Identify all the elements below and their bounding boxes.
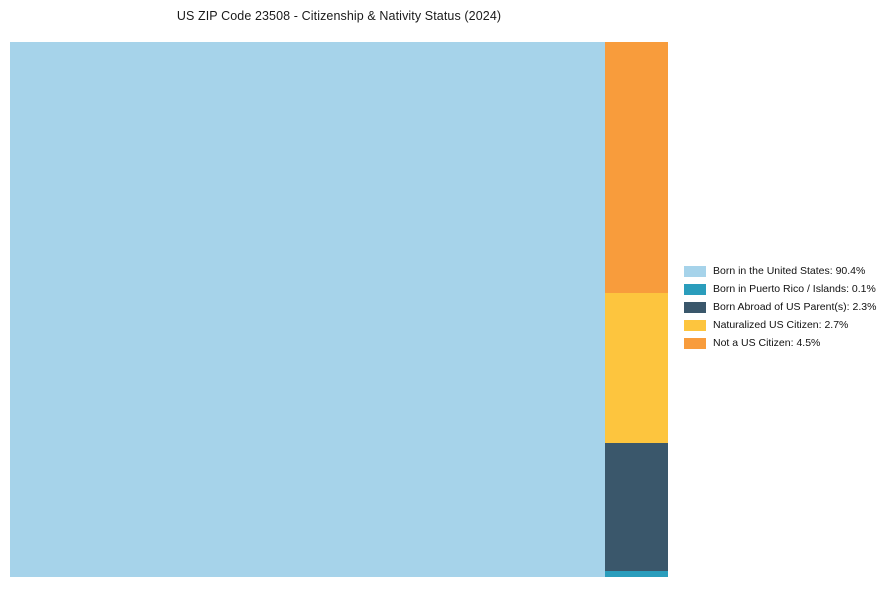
legend-item-born-in-the-united-states: Born in the United States: 90.4% [684, 266, 876, 277]
treemap-rect-born-in-puerto-rico-islands[interactable] [604, 571, 668, 577]
legend-label: Born Abroad of US Parent(s): 2.3% [713, 301, 877, 313]
legend-swatch-born-in-the-united-states [684, 266, 706, 277]
legend-item-born-abroad-of-us-parents: Born Abroad of US Parent(s): 2.3% [684, 302, 876, 313]
legend-swatch-naturalized-us-citizen [684, 320, 706, 331]
treemap-right-column [604, 42, 668, 577]
legend-item-naturalized-us-citizen: Naturalized US Citizen: 2.7% [684, 320, 876, 331]
legend-item-not-a-us-citizen: Not a US Citizen: 4.5% [684, 338, 876, 349]
legend-label: Born in Puerto Rico / Islands: 0.1% [713, 283, 876, 295]
treemap-rect-born-abroad-of-us-parents[interactable] [604, 443, 668, 572]
legend-swatch-born-in-puerto-rico-islands [684, 284, 706, 295]
legend-label: Naturalized US Citizen: 2.7% [713, 319, 849, 331]
treemap-plot [10, 42, 668, 577]
legend-swatch-not-a-us-citizen [684, 338, 706, 349]
legend-swatch-born-abroad-of-us-parents [684, 302, 706, 313]
legend-item-born-in-puerto-rico-islands: Born in Puerto Rico / Islands: 0.1% [684, 284, 876, 295]
treemap-rect-born-in-the-united-states[interactable] [10, 42, 605, 577]
legend-label: Born in the United States: 90.4% [713, 265, 866, 277]
legend-label: Not a US Citizen: 4.5% [713, 337, 821, 349]
legend: Born in the United States: 90.4% Born in … [684, 266, 876, 349]
treemap-rect-not-a-us-citizen[interactable] [604, 42, 668, 293]
treemap-rect-naturalized-us-citizen[interactable] [604, 292, 668, 444]
chart-title: US ZIP Code 23508 - Citizenship & Nativi… [176, 9, 502, 23]
